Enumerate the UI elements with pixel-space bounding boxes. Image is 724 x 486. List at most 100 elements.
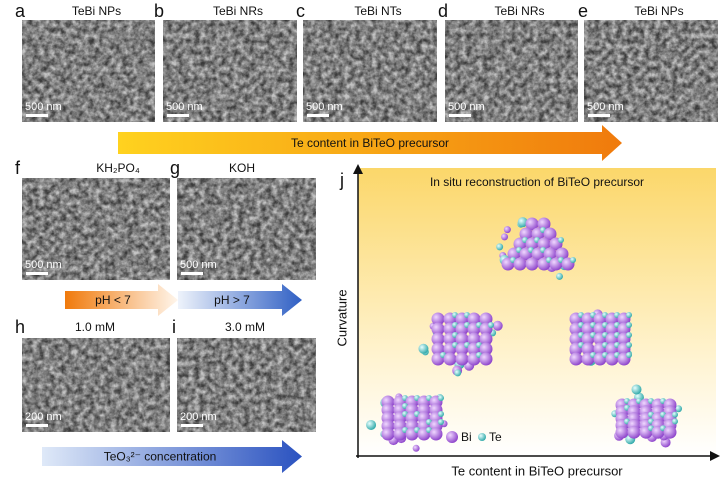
bi-atom <box>569 352 583 366</box>
panel-title: 3.0 mM <box>225 320 265 334</box>
loose-atom <box>418 343 429 354</box>
panel-letter: b <box>154 1 164 21</box>
y-axis-arrow <box>353 164 363 174</box>
scale-bar-label: 200 nm <box>25 411 62 423</box>
bi-atom <box>627 425 641 439</box>
panel-letter: d <box>438 1 448 21</box>
scale-bar <box>181 272 203 275</box>
te-atom <box>626 342 632 348</box>
arrow <box>42 440 302 473</box>
bi-atom <box>479 332 493 346</box>
bi-atom <box>543 227 557 241</box>
bi-atom <box>615 425 629 439</box>
panel-title: KH₂PO₄ <box>96 161 140 175</box>
loose-atom <box>517 217 528 228</box>
te-atom <box>558 237 564 243</box>
scale-bar <box>181 424 203 427</box>
scale-bar-label: 500 nm <box>448 101 485 113</box>
sem-image <box>22 338 170 432</box>
panel-letter: e <box>578 1 588 21</box>
bi-atom <box>555 247 569 261</box>
bi-atom <box>431 322 445 336</box>
x-axis-label: Te content in BiTeO precursor <box>451 463 623 478</box>
panel-title: 1.0 mM <box>75 320 115 334</box>
panel-title: TeBi NRs <box>494 4 544 18</box>
scale-bar-label: 500 nm <box>180 259 217 271</box>
sem-image <box>303 20 437 122</box>
loose-atom <box>492 320 503 331</box>
sem-image <box>22 178 170 280</box>
te-atom <box>488 322 494 328</box>
bi-atom <box>431 342 445 356</box>
x-axis-arrow <box>710 451 720 461</box>
scale-bar <box>449 114 471 117</box>
bi-atom <box>479 352 493 366</box>
loose-atom <box>631 384 642 395</box>
bi-atom <box>663 425 677 439</box>
loose-atom <box>503 226 511 234</box>
scale-bar <box>26 114 48 117</box>
panel-title: TeBi NPs <box>72 4 121 18</box>
bi-atom <box>519 227 533 241</box>
bi-atom <box>455 352 469 366</box>
sem-image <box>22 20 155 122</box>
panel-letter: c <box>296 1 305 21</box>
panel-letter: a <box>15 1 26 21</box>
bi-atom <box>467 332 481 346</box>
scale-bar <box>307 114 329 117</box>
legend-te-marker <box>478 433 486 441</box>
scale-bar-label: 500 nm <box>166 101 203 113</box>
bi-atom <box>525 257 539 271</box>
loose-atom <box>501 233 509 241</box>
te-atom <box>626 322 632 328</box>
arrow <box>118 125 622 161</box>
bi-atom <box>381 427 395 441</box>
legend-label: Bi <box>461 430 472 444</box>
bi-atom <box>429 427 443 441</box>
scale-bar-label: 500 nm <box>306 101 343 113</box>
bi-atom <box>525 217 539 231</box>
loose-atom <box>412 444 420 452</box>
scale-bar-label: 500 nm <box>25 259 62 271</box>
arrow <box>65 284 178 316</box>
panel-letter: i <box>172 317 176 337</box>
te-atom <box>626 332 632 338</box>
loose-atom <box>496 243 504 251</box>
scheme-title: In situ reconstruction of BiTeO precurso… <box>430 175 644 189</box>
te-atom <box>438 395 444 401</box>
panel-title: TeBi NPs <box>634 4 683 18</box>
arrow-label: TeO₃²⁻ concentration <box>104 450 217 464</box>
arrow-label: pH > 7 <box>214 293 250 307</box>
te-atom <box>626 352 632 358</box>
panel-letter: h <box>15 317 25 337</box>
panel-letter: g <box>170 158 180 178</box>
bi-atom <box>537 217 551 231</box>
scale-bar <box>26 424 48 427</box>
panel-title: TeBi NTs <box>354 4 401 18</box>
legend-label: Te <box>489 430 502 444</box>
bi-atom <box>467 312 481 326</box>
panel-letter: f <box>15 158 21 178</box>
legend-bi-marker <box>446 431 458 443</box>
arrow-label: Te content in BiTeO precursor <box>291 136 449 150</box>
loose-atom <box>556 272 564 280</box>
scale-bar <box>167 114 189 117</box>
te-atom <box>626 312 632 318</box>
panel-title: TeBi NRs <box>213 4 263 18</box>
clusters <box>366 217 683 452</box>
scale-bar-label: 500 nm <box>25 101 62 113</box>
y-axis-label: Curvature <box>334 289 349 346</box>
te-atom <box>672 418 678 425</box>
te-atom <box>570 257 576 263</box>
te-atom <box>672 411 678 418</box>
bi-atom <box>543 247 557 261</box>
scale-bar <box>26 272 48 275</box>
bi-atom <box>431 332 445 346</box>
sem-image <box>177 178 316 280</box>
te-atom <box>438 411 444 417</box>
bi-atom <box>455 332 469 346</box>
scale-bar-label: 200 nm <box>180 411 217 423</box>
te-atom <box>438 419 444 425</box>
sem-image <box>163 20 297 122</box>
arrow-label: pH < 7 <box>95 293 131 307</box>
